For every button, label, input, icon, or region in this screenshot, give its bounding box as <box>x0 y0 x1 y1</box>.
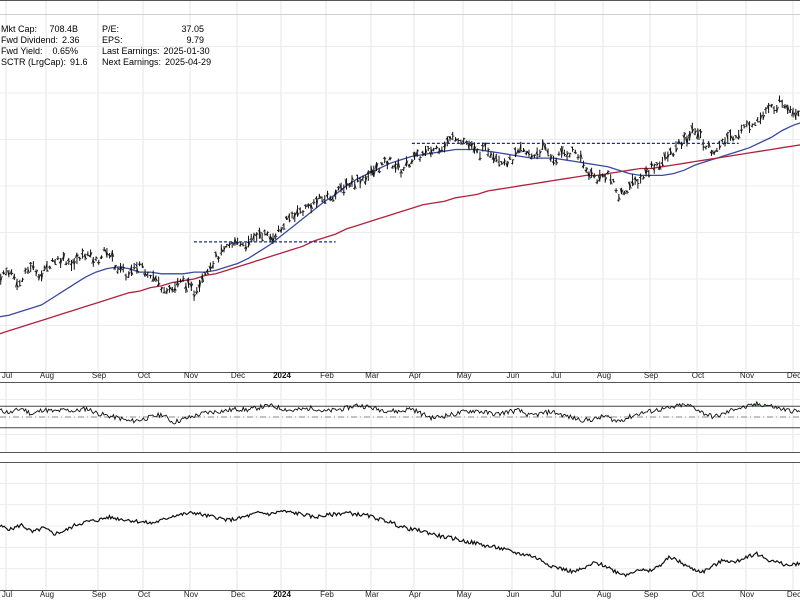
price-panel <box>0 96 800 335</box>
ohlc-open-tick <box>451 134 453 135</box>
overbought-fill <box>351 405 362 406</box>
relative-panel <box>0 510 800 576</box>
x-tick-label: Jun <box>507 371 520 380</box>
ohlc-close-tick <box>728 132 730 133</box>
x-tick-label: Jul <box>551 371 561 380</box>
x-tick-label: Sep <box>644 371 659 380</box>
x-tick-label: Aug <box>40 590 54 599</box>
relative-strength-line <box>0 510 800 576</box>
x-tick-label: Jun <box>507 590 520 599</box>
x-tick-label: Aug <box>597 590 611 599</box>
ohlc-close-tick <box>99 262 101 263</box>
ohlc-open-tick <box>359 178 361 179</box>
ohlc-close-tick <box>573 149 575 150</box>
stat-pe: P/E:37.05 <box>102 24 204 35</box>
stat-last-earnings: Last Earnings:2025-01-30 <box>102 46 204 57</box>
x-tick-label: Nov <box>740 371 754 380</box>
ohlc-bars <box>0 96 800 301</box>
x-tick-label: 2024 <box>273 371 291 380</box>
x-tick-label: Mar <box>365 590 379 599</box>
ohlc-close-tick <box>779 101 781 102</box>
ohlc-close-tick <box>227 244 229 245</box>
x-tick-label: Nov <box>184 590 198 599</box>
ohlc-open-tick <box>454 141 456 142</box>
x-tick-label: Jul <box>551 590 561 599</box>
x-tick-label: Jul <box>2 590 12 599</box>
stats-block-right: P/E:37.05 EPS:9.79 Last Earnings:2025-01… <box>102 24 204 68</box>
x-tick-label: May <box>456 371 471 380</box>
x-tick-label: Apr <box>409 371 422 380</box>
ohlc-open-tick <box>318 198 320 199</box>
ohlc-open-tick <box>220 253 222 254</box>
x-tick-label: Mar <box>365 371 379 380</box>
x-tick-label: Oct <box>138 590 151 599</box>
ohlc-open-tick <box>124 275 126 276</box>
oscillator-line <box>0 402 800 424</box>
ohlc-open-tick <box>81 253 83 254</box>
stats-block-left: Mkt Cap:708.4B Fwd Dividend:2.36 Fwd Yie… <box>1 24 78 68</box>
x-tick-label: Dec <box>231 371 245 380</box>
x-tick-label: Apr <box>409 590 422 599</box>
stat-fwd-yield: Fwd Yield:0.65% <box>1 46 78 57</box>
ohlc-close-tick <box>148 272 150 273</box>
x-tick-label: Jul <box>2 371 12 380</box>
ohlc-close-tick <box>232 243 234 244</box>
ohlc-close-tick <box>790 109 792 110</box>
ohlc-close-tick <box>20 285 22 286</box>
x-tick-label: Feb <box>320 590 334 599</box>
stat-mkt-cap: Mkt Cap:708.4B <box>1 24 78 35</box>
x-tick-label: Oct <box>692 590 705 599</box>
x-tick-label: Sep <box>92 590 107 599</box>
ohlc-open-tick <box>149 275 151 276</box>
ohlc-open-tick <box>533 155 535 156</box>
ohlc-close-tick <box>502 163 504 164</box>
x-tick-label: Aug <box>40 371 54 380</box>
x-tick-label: May <box>456 590 471 599</box>
ohlc-open-tick <box>457 139 459 140</box>
x-tick-label: Sep <box>92 371 107 380</box>
stat-next-earnings: Next Earnings:2025-04-29 <box>102 57 204 68</box>
ohlc-open-tick <box>356 175 358 176</box>
x-tick-label: 2024 <box>273 590 291 599</box>
x-tick-label: Dec <box>231 590 245 599</box>
x-tick-label: Dec <box>787 590 800 599</box>
oscillator-panel <box>0 402 800 428</box>
x-tick-label: Oct <box>138 371 151 380</box>
stat-eps: EPS:9.79 <box>102 35 204 46</box>
x-tick-label: Oct <box>692 371 705 380</box>
x-tick-label: Aug <box>597 371 611 380</box>
moving-average-short <box>0 122 800 317</box>
x-tick-label: Feb <box>320 371 334 380</box>
stat-sctr: SCTR (LrgCap):91.6 <box>1 57 78 68</box>
x-tick-label: Nov <box>740 590 754 599</box>
stat-fwd-dividend: Fwd Dividend:2.36 <box>1 35 78 46</box>
x-tick-label: Sep <box>644 590 659 599</box>
x-tick-label: Nov <box>184 371 198 380</box>
x-tick-label: Dec <box>787 371 800 380</box>
